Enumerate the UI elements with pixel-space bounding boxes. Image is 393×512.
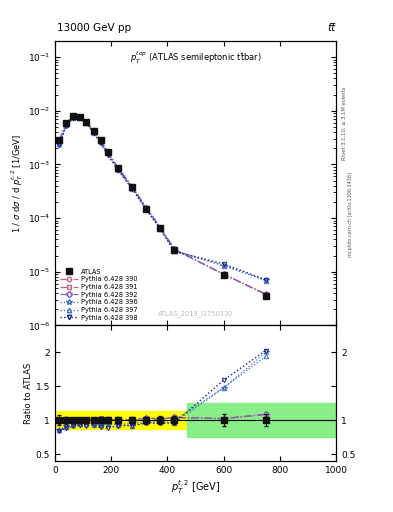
Y-axis label: Ratio to ATLAS: Ratio to ATLAS — [24, 362, 33, 424]
Text: 13000 GeV pp: 13000 GeV pp — [57, 23, 131, 33]
Text: mcplots.cern.ch [arXiv:1306.3436]: mcplots.cern.ch [arXiv:1306.3436] — [348, 173, 353, 258]
Text: ATLAS_2019_I1750330: ATLAS_2019_I1750330 — [158, 310, 233, 317]
Text: tt̅: tt̅ — [328, 23, 336, 33]
Text: Rivet 3.1.10, ≥ 3.1M events: Rivet 3.1.10, ≥ 3.1M events — [342, 86, 347, 160]
Text: $p_T^{top}$ (ATLAS semileptonic tt̄bar): $p_T^{top}$ (ATLAS semileptonic tt̄bar) — [130, 50, 261, 66]
X-axis label: $p_T^{t,2}$ [GeV]: $p_T^{t,2}$ [GeV] — [171, 479, 220, 496]
Y-axis label: 1 / $\sigma$ d$\sigma$ / d $p_T^{t,2}$ [1/GeV]: 1 / $\sigma$ d$\sigma$ / d $p_T^{t,2}$ [… — [9, 134, 25, 233]
Legend: ATLAS, Pythia 6.428 390, Pythia 6.428 391, Pythia 6.428 392, Pythia 6.428 396, P: ATLAS, Pythia 6.428 390, Pythia 6.428 39… — [58, 267, 139, 322]
